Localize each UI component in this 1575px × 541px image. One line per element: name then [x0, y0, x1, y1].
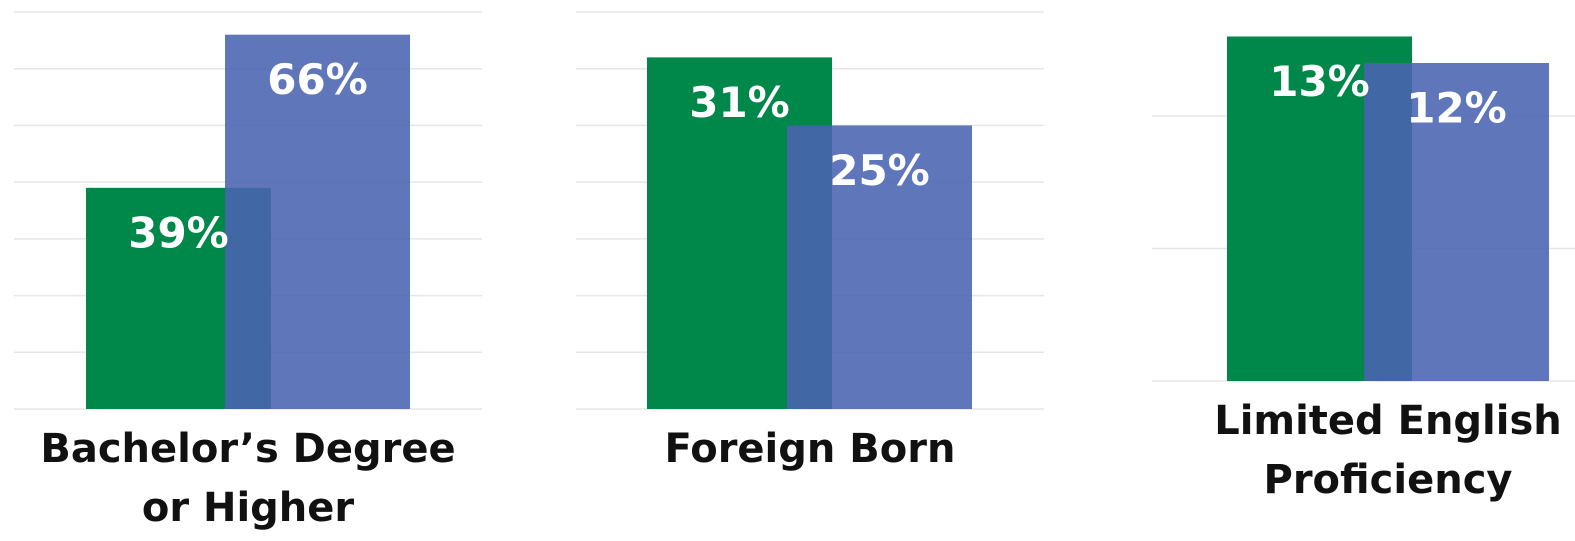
bar [225, 34, 410, 409]
category-label: Foreign Born [664, 426, 956, 472]
data-label: 31% [689, 78, 790, 127]
data-label: 25% [829, 146, 930, 195]
data-label: 13% [1269, 57, 1370, 106]
data-label: 12% [1406, 84, 1507, 133]
category-label: Bachelor’s Degree or Higher [40, 426, 456, 531]
bar [787, 125, 972, 409]
data-label: 66% [267, 55, 368, 104]
category-label: Limited English Proficiency [1214, 398, 1562, 503]
bar [1364, 63, 1549, 381]
data-label: 39% [128, 208, 229, 257]
